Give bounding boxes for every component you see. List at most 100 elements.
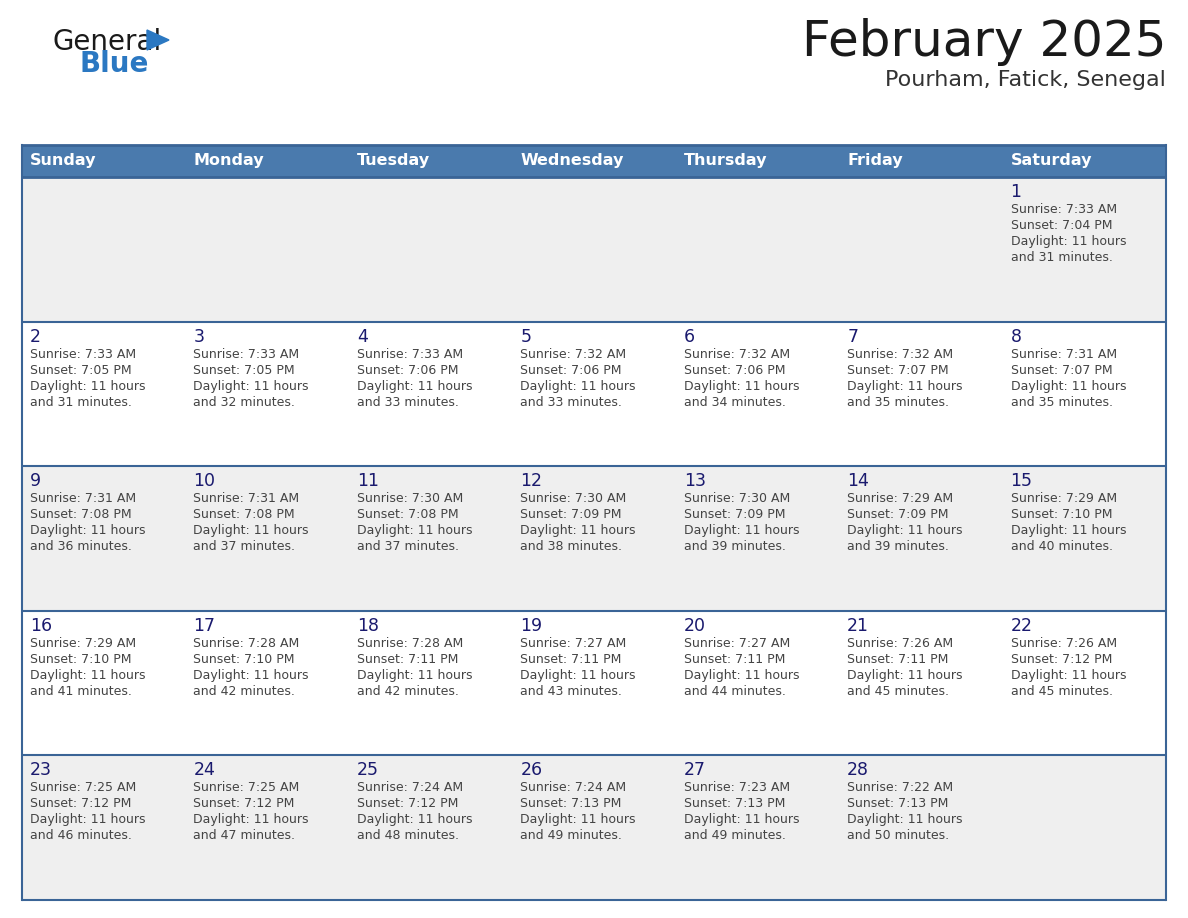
Text: and 50 minutes.: and 50 minutes. [847, 829, 949, 843]
Text: Daylight: 11 hours: Daylight: 11 hours [684, 380, 800, 393]
Text: Sunset: 7:05 PM: Sunset: 7:05 PM [30, 364, 132, 376]
Text: 6: 6 [684, 328, 695, 345]
Text: 5: 5 [520, 328, 531, 345]
Bar [349, 145, 512, 177]
Text: Sunrise: 7:29 AM: Sunrise: 7:29 AM [1011, 492, 1117, 505]
Text: Thursday: Thursday [684, 153, 767, 169]
Text: Sunset: 7:08 PM: Sunset: 7:08 PM [356, 509, 459, 521]
Bar [839, 466, 1003, 610]
Bar [349, 177, 512, 321]
Text: and 39 minutes.: and 39 minutes. [684, 540, 785, 554]
Text: 19: 19 [520, 617, 543, 635]
Text: Daylight: 11 hours: Daylight: 11 hours [1011, 235, 1126, 248]
Text: Daylight: 11 hours: Daylight: 11 hours [1011, 380, 1126, 393]
Text: and 42 minutes.: and 42 minutes. [356, 685, 459, 698]
Text: Sunrise: 7:33 AM: Sunrise: 7:33 AM [194, 348, 299, 361]
Text: 21: 21 [847, 617, 870, 635]
Text: Sunrise: 7:29 AM: Sunrise: 7:29 AM [847, 492, 953, 505]
Text: and 47 minutes.: and 47 minutes. [194, 829, 296, 843]
Text: and 49 minutes.: and 49 minutes. [520, 829, 623, 843]
Text: Sunset: 7:07 PM: Sunset: 7:07 PM [1011, 364, 1112, 376]
Text: and 38 minutes.: and 38 minutes. [520, 540, 623, 554]
Text: Sunrise: 7:31 AM: Sunrise: 7:31 AM [194, 492, 299, 505]
Text: and 41 minutes.: and 41 minutes. [30, 685, 132, 698]
Text: Sunset: 7:13 PM: Sunset: 7:13 PM [684, 798, 785, 811]
Text: 11: 11 [356, 472, 379, 490]
Bar [23, 177, 185, 321]
Polygon shape [147, 30, 169, 50]
Bar [185, 756, 349, 900]
Text: 22: 22 [1011, 617, 1032, 635]
Bar [676, 610, 839, 756]
Text: and 32 minutes.: and 32 minutes. [194, 396, 296, 409]
Bar [185, 145, 349, 177]
Text: Daylight: 11 hours: Daylight: 11 hours [30, 380, 145, 393]
Text: 14: 14 [847, 472, 868, 490]
Text: Daylight: 11 hours: Daylight: 11 hours [520, 669, 636, 682]
Text: Sunset: 7:09 PM: Sunset: 7:09 PM [520, 509, 621, 521]
Bar [512, 466, 676, 610]
Text: and 48 minutes.: and 48 minutes. [356, 829, 459, 843]
Text: Daylight: 11 hours: Daylight: 11 hours [194, 524, 309, 537]
Text: and 33 minutes.: and 33 minutes. [520, 396, 623, 409]
Text: 16: 16 [30, 617, 52, 635]
Text: and 37 minutes.: and 37 minutes. [194, 540, 296, 554]
Text: and 49 minutes.: and 49 minutes. [684, 829, 785, 843]
Text: and 35 minutes.: and 35 minutes. [1011, 396, 1113, 409]
Text: Wednesday: Wednesday [520, 153, 624, 169]
Bar [349, 321, 512, 466]
Text: 7: 7 [847, 328, 858, 345]
Text: and 33 minutes.: and 33 minutes. [356, 396, 459, 409]
Text: and 31 minutes.: and 31 minutes. [1011, 251, 1112, 264]
Text: Sunrise: 7:32 AM: Sunrise: 7:32 AM [847, 348, 953, 361]
Text: Sunrise: 7:22 AM: Sunrise: 7:22 AM [847, 781, 953, 794]
Text: Sunrise: 7:24 AM: Sunrise: 7:24 AM [356, 781, 463, 794]
Text: Daylight: 11 hours: Daylight: 11 hours [194, 813, 309, 826]
Text: 20: 20 [684, 617, 706, 635]
Bar [676, 756, 839, 900]
Text: and 37 minutes.: and 37 minutes. [356, 540, 459, 554]
Text: 1: 1 [1011, 183, 1022, 201]
Text: Sunset: 7:13 PM: Sunset: 7:13 PM [847, 798, 948, 811]
Text: Daylight: 11 hours: Daylight: 11 hours [30, 669, 145, 682]
Text: Sunrise: 7:27 AM: Sunrise: 7:27 AM [520, 637, 626, 650]
Text: Sunrise: 7:32 AM: Sunrise: 7:32 AM [520, 348, 626, 361]
Bar [1003, 466, 1165, 610]
Text: Sunrise: 7:28 AM: Sunrise: 7:28 AM [194, 637, 299, 650]
Text: Sunrise: 7:25 AM: Sunrise: 7:25 AM [194, 781, 299, 794]
Text: 25: 25 [356, 761, 379, 779]
Text: Sunrise: 7:30 AM: Sunrise: 7:30 AM [684, 492, 790, 505]
Bar [512, 145, 676, 177]
Text: Sunset: 7:10 PM: Sunset: 7:10 PM [30, 653, 132, 666]
Bar [676, 177, 839, 321]
Text: and 44 minutes.: and 44 minutes. [684, 685, 785, 698]
Text: Daylight: 11 hours: Daylight: 11 hours [30, 813, 145, 826]
Bar [23, 610, 185, 756]
Text: Sunset: 7:06 PM: Sunset: 7:06 PM [520, 364, 621, 376]
Text: Sunset: 7:12 PM: Sunset: 7:12 PM [194, 798, 295, 811]
Text: Sunset: 7:12 PM: Sunset: 7:12 PM [1011, 653, 1112, 666]
Text: Daylight: 11 hours: Daylight: 11 hours [30, 524, 145, 537]
Text: Sunset: 7:12 PM: Sunset: 7:12 PM [356, 798, 459, 811]
Text: and 46 minutes.: and 46 minutes. [30, 829, 132, 843]
Text: Sunset: 7:06 PM: Sunset: 7:06 PM [684, 364, 785, 376]
Text: 10: 10 [194, 472, 215, 490]
Text: Friday: Friday [847, 153, 903, 169]
Bar [512, 610, 676, 756]
Text: Sunset: 7:11 PM: Sunset: 7:11 PM [847, 653, 948, 666]
Text: 15: 15 [1011, 472, 1032, 490]
Text: Sunset: 7:08 PM: Sunset: 7:08 PM [194, 509, 295, 521]
Text: 17: 17 [194, 617, 215, 635]
Bar [23, 466, 185, 610]
Text: Sunrise: 7:31 AM: Sunrise: 7:31 AM [1011, 348, 1117, 361]
Text: Sunrise: 7:32 AM: Sunrise: 7:32 AM [684, 348, 790, 361]
Text: and 40 minutes.: and 40 minutes. [1011, 540, 1113, 554]
Text: Sunset: 7:09 PM: Sunset: 7:09 PM [847, 509, 949, 521]
Text: Sunset: 7:04 PM: Sunset: 7:04 PM [1011, 219, 1112, 232]
Text: Sunrise: 7:33 AM: Sunrise: 7:33 AM [356, 348, 463, 361]
Text: Daylight: 11 hours: Daylight: 11 hours [684, 669, 800, 682]
Text: 12: 12 [520, 472, 542, 490]
Text: Sunset: 7:11 PM: Sunset: 7:11 PM [520, 653, 621, 666]
Text: Daylight: 11 hours: Daylight: 11 hours [520, 524, 636, 537]
Bar [1003, 177, 1165, 321]
